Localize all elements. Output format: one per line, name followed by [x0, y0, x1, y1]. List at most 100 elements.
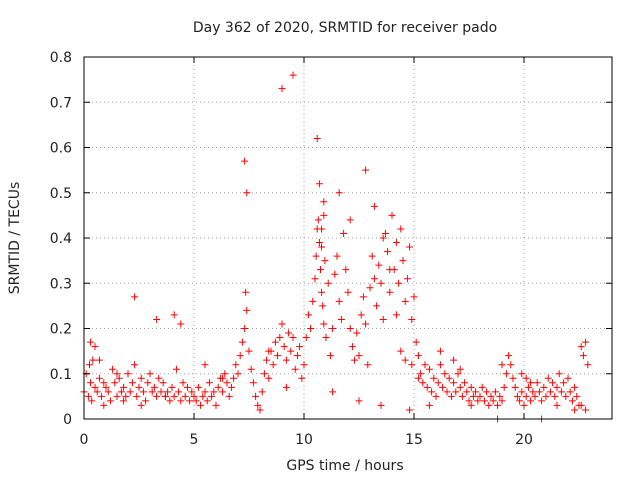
data-point [320, 198, 328, 206]
data-point [131, 293, 139, 301]
data-point [177, 397, 185, 405]
data-point [201, 388, 209, 396]
data-point [527, 397, 535, 405]
data-point [408, 361, 416, 369]
data-point [397, 347, 405, 355]
data-point [538, 397, 546, 405]
data-point [84, 392, 92, 400]
data-point [513, 392, 521, 400]
data-point [419, 379, 427, 387]
data-point [280, 343, 288, 351]
data-point [366, 284, 374, 292]
data-point [95, 374, 103, 382]
data-point [340, 229, 348, 237]
data-point [159, 379, 167, 387]
data-point [223, 379, 231, 387]
data-point [386, 288, 394, 296]
data-point [544, 374, 552, 382]
data-point [520, 401, 528, 409]
data-point [505, 352, 513, 360]
data-point [557, 388, 565, 396]
data-point [309, 297, 317, 305]
data-point [113, 392, 121, 400]
data-point [109, 365, 117, 373]
data-point [381, 229, 389, 237]
data-point [95, 356, 103, 364]
data-point [379, 315, 387, 323]
data-point [522, 374, 530, 382]
y-tick-label: 0.8 [50, 50, 72, 66]
data-point [115, 374, 123, 382]
data-point [531, 392, 539, 400]
data-point [333, 252, 341, 260]
data-point [480, 397, 488, 405]
data-point [421, 361, 429, 369]
data-point [203, 397, 211, 405]
y-tick-label: 0.7 [50, 95, 72, 111]
data-point [269, 361, 277, 369]
data-point [353, 329, 361, 337]
data-point [529, 388, 537, 396]
data-point [549, 379, 557, 387]
data-point [122, 392, 130, 400]
data-point [533, 379, 541, 387]
data-point [362, 166, 370, 174]
data-point [454, 370, 462, 378]
data-point [142, 397, 150, 405]
data-point [287, 347, 295, 355]
x-tick-label: 15 [405, 432, 423, 448]
data-point [247, 365, 255, 373]
data-point [111, 379, 119, 387]
data-point [425, 365, 433, 373]
data-point [432, 392, 440, 400]
data-point [500, 383, 508, 391]
data-point [516, 397, 524, 405]
data-point [139, 388, 147, 396]
data-point [494, 401, 502, 409]
data-point [465, 397, 473, 405]
data-point [329, 388, 337, 396]
data-point [357, 311, 365, 319]
data-point [518, 370, 526, 378]
data-point [359, 293, 367, 301]
data-point [507, 361, 515, 369]
data-point [293, 352, 301, 360]
data-point [320, 211, 328, 219]
data-point [186, 397, 194, 405]
data-point [265, 374, 273, 382]
data-point [307, 325, 315, 332]
data-point [278, 85, 286, 93]
data-point [348, 343, 356, 351]
data-point [553, 383, 561, 391]
data-point [117, 388, 125, 396]
data-point [456, 365, 464, 373]
data-point [254, 401, 262, 409]
data-point [377, 401, 385, 409]
data-point [370, 202, 378, 210]
data-point [179, 379, 187, 387]
data-point [456, 383, 464, 391]
data-point [434, 379, 442, 387]
data-point [230, 374, 238, 382]
data-point [164, 388, 172, 396]
y-axis-label: SRMTID / TECUs [7, 182, 23, 295]
data-point [478, 383, 486, 391]
data-point [535, 388, 543, 396]
data-point [137, 401, 145, 409]
data-point [258, 388, 266, 396]
data-point [362, 320, 370, 328]
data-point [335, 189, 343, 197]
data-point [106, 397, 114, 405]
data-point [113, 370, 121, 378]
data-point [445, 374, 453, 382]
data-point [208, 392, 216, 400]
data-point [322, 334, 330, 342]
data-point [560, 379, 568, 387]
data-point [260, 370, 268, 378]
y-tick-label: 0.2 [50, 322, 72, 338]
data-point [265, 347, 273, 355]
data-point [326, 352, 334, 360]
data-point [314, 216, 322, 224]
data-point [183, 383, 191, 391]
data-point [161, 392, 169, 400]
